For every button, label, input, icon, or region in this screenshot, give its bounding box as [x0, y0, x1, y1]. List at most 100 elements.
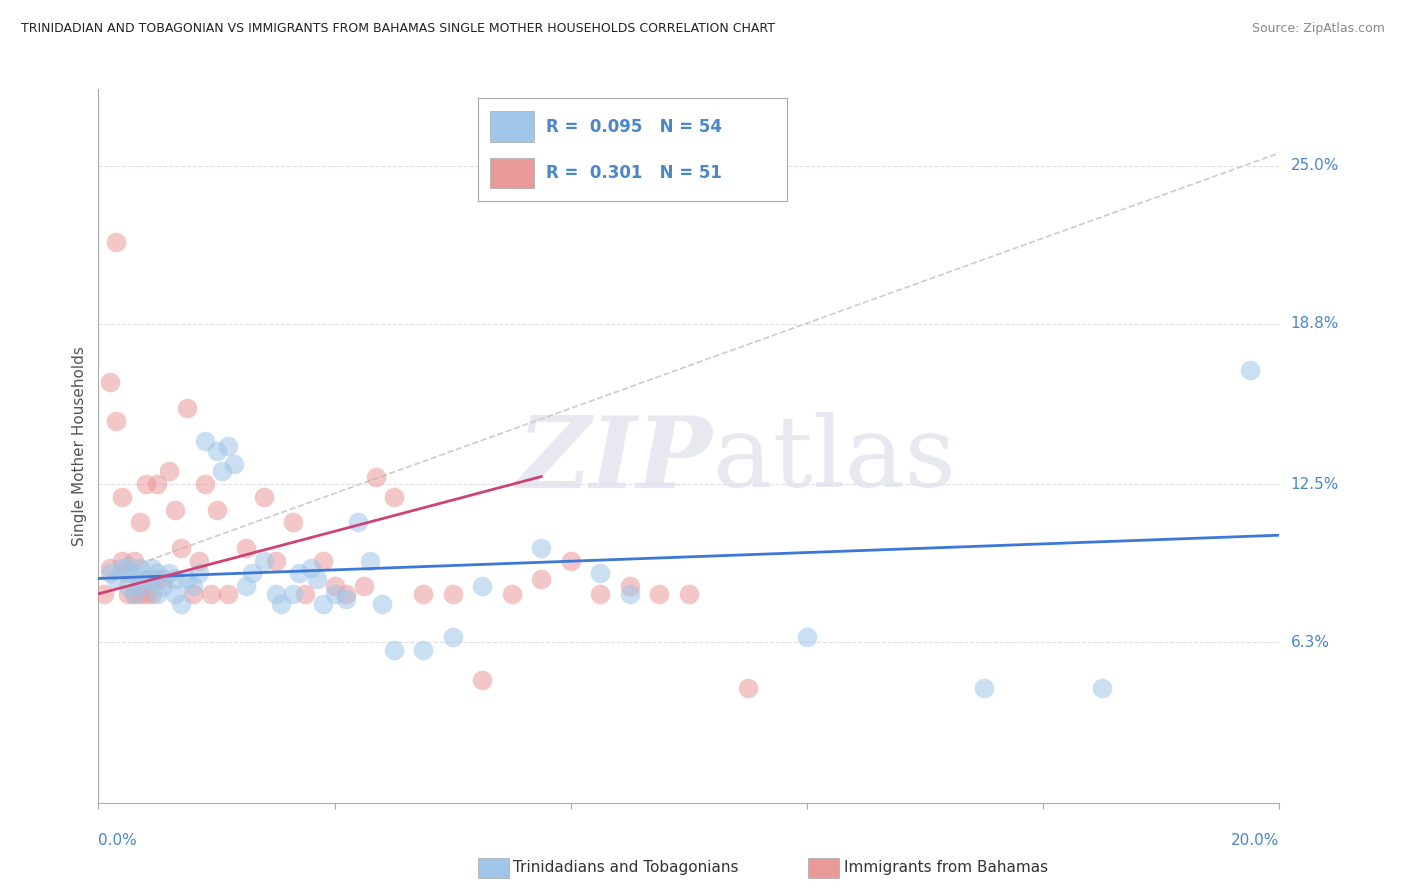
Point — [371, 597, 394, 611]
Bar — [491, 112, 534, 142]
Text: atlas: atlas — [713, 412, 955, 508]
Point — [128, 587, 150, 601]
Point — [181, 579, 204, 593]
Point — [141, 572, 163, 586]
Point — [253, 490, 276, 504]
Point — [796, 630, 818, 644]
Point — [235, 541, 257, 555]
Point — [187, 566, 209, 581]
Point — [122, 566, 145, 581]
Point — [105, 413, 128, 427]
Point — [98, 376, 121, 390]
Point — [217, 587, 239, 601]
Point — [412, 643, 434, 657]
Point — [253, 554, 276, 568]
Point — [181, 587, 204, 601]
Point — [359, 554, 381, 568]
Point — [441, 587, 464, 601]
Point — [305, 572, 328, 586]
Point — [619, 579, 641, 593]
Point — [205, 444, 228, 458]
Point — [187, 554, 209, 568]
Point — [347, 516, 370, 530]
Point — [678, 184, 700, 198]
Point — [152, 572, 174, 586]
Point — [165, 587, 187, 601]
Text: 25.0%: 25.0% — [1291, 158, 1339, 173]
Point — [170, 541, 193, 555]
Point — [128, 516, 150, 530]
Point — [737, 681, 759, 695]
Point — [589, 587, 612, 601]
Point — [240, 566, 263, 581]
Point — [323, 587, 346, 601]
Point — [194, 477, 217, 491]
Point — [589, 566, 612, 581]
Point — [157, 465, 180, 479]
Point — [93, 587, 115, 601]
Point — [146, 587, 169, 601]
Point — [135, 587, 157, 601]
Point — [146, 566, 169, 581]
Point — [128, 561, 150, 575]
Point — [312, 554, 335, 568]
Point — [205, 502, 228, 516]
Point — [648, 587, 671, 601]
Point — [560, 554, 582, 568]
Point — [152, 579, 174, 593]
Point — [122, 587, 145, 601]
Point — [117, 587, 139, 601]
Point — [323, 579, 346, 593]
Point — [471, 579, 494, 593]
Point — [165, 502, 187, 516]
Point — [111, 490, 134, 504]
Point — [117, 558, 139, 573]
Point — [98, 561, 121, 575]
Point — [288, 566, 311, 581]
Point — [135, 477, 157, 491]
Point — [176, 572, 198, 586]
Point — [270, 597, 292, 611]
Bar — [491, 158, 534, 188]
Point — [194, 434, 217, 448]
Text: 12.5%: 12.5% — [1291, 476, 1339, 491]
Point — [117, 579, 139, 593]
Point — [441, 630, 464, 644]
Text: Immigrants from Bahamas: Immigrants from Bahamas — [844, 861, 1047, 875]
Point — [264, 587, 287, 601]
Text: R =  0.095   N = 54: R = 0.095 N = 54 — [546, 118, 723, 136]
Point — [105, 572, 128, 586]
Point — [335, 587, 357, 601]
Point — [217, 439, 239, 453]
Text: Source: ZipAtlas.com: Source: ZipAtlas.com — [1251, 22, 1385, 36]
Point — [211, 465, 233, 479]
Text: R =  0.301   N = 51: R = 0.301 N = 51 — [546, 164, 721, 182]
Point — [382, 490, 405, 504]
Point — [353, 579, 375, 593]
Point — [678, 587, 700, 601]
Point — [146, 477, 169, 491]
Point — [471, 673, 494, 688]
Text: TRINIDADIAN AND TOBAGONIAN VS IMMIGRANTS FROM BAHAMAS SINGLE MOTHER HOUSEHOLDS C: TRINIDADIAN AND TOBAGONIAN VS IMMIGRANTS… — [21, 22, 775, 36]
Point — [312, 597, 335, 611]
Point — [200, 587, 222, 601]
Point — [530, 541, 553, 555]
Point — [141, 587, 163, 601]
Point — [111, 561, 134, 575]
Point — [157, 566, 180, 581]
Point — [1239, 362, 1261, 376]
Point — [299, 561, 322, 575]
Point — [165, 572, 187, 586]
Text: Trinidadians and Tobagonians: Trinidadians and Tobagonians — [513, 861, 738, 875]
Point — [176, 401, 198, 415]
Point — [335, 591, 357, 606]
Point — [135, 572, 157, 586]
Point — [412, 587, 434, 601]
Point — [294, 587, 316, 601]
Point — [973, 681, 995, 695]
Point — [1091, 681, 1114, 695]
Point — [224, 457, 246, 471]
Point — [146, 572, 169, 586]
Point — [117, 566, 139, 581]
Point — [283, 587, 305, 601]
